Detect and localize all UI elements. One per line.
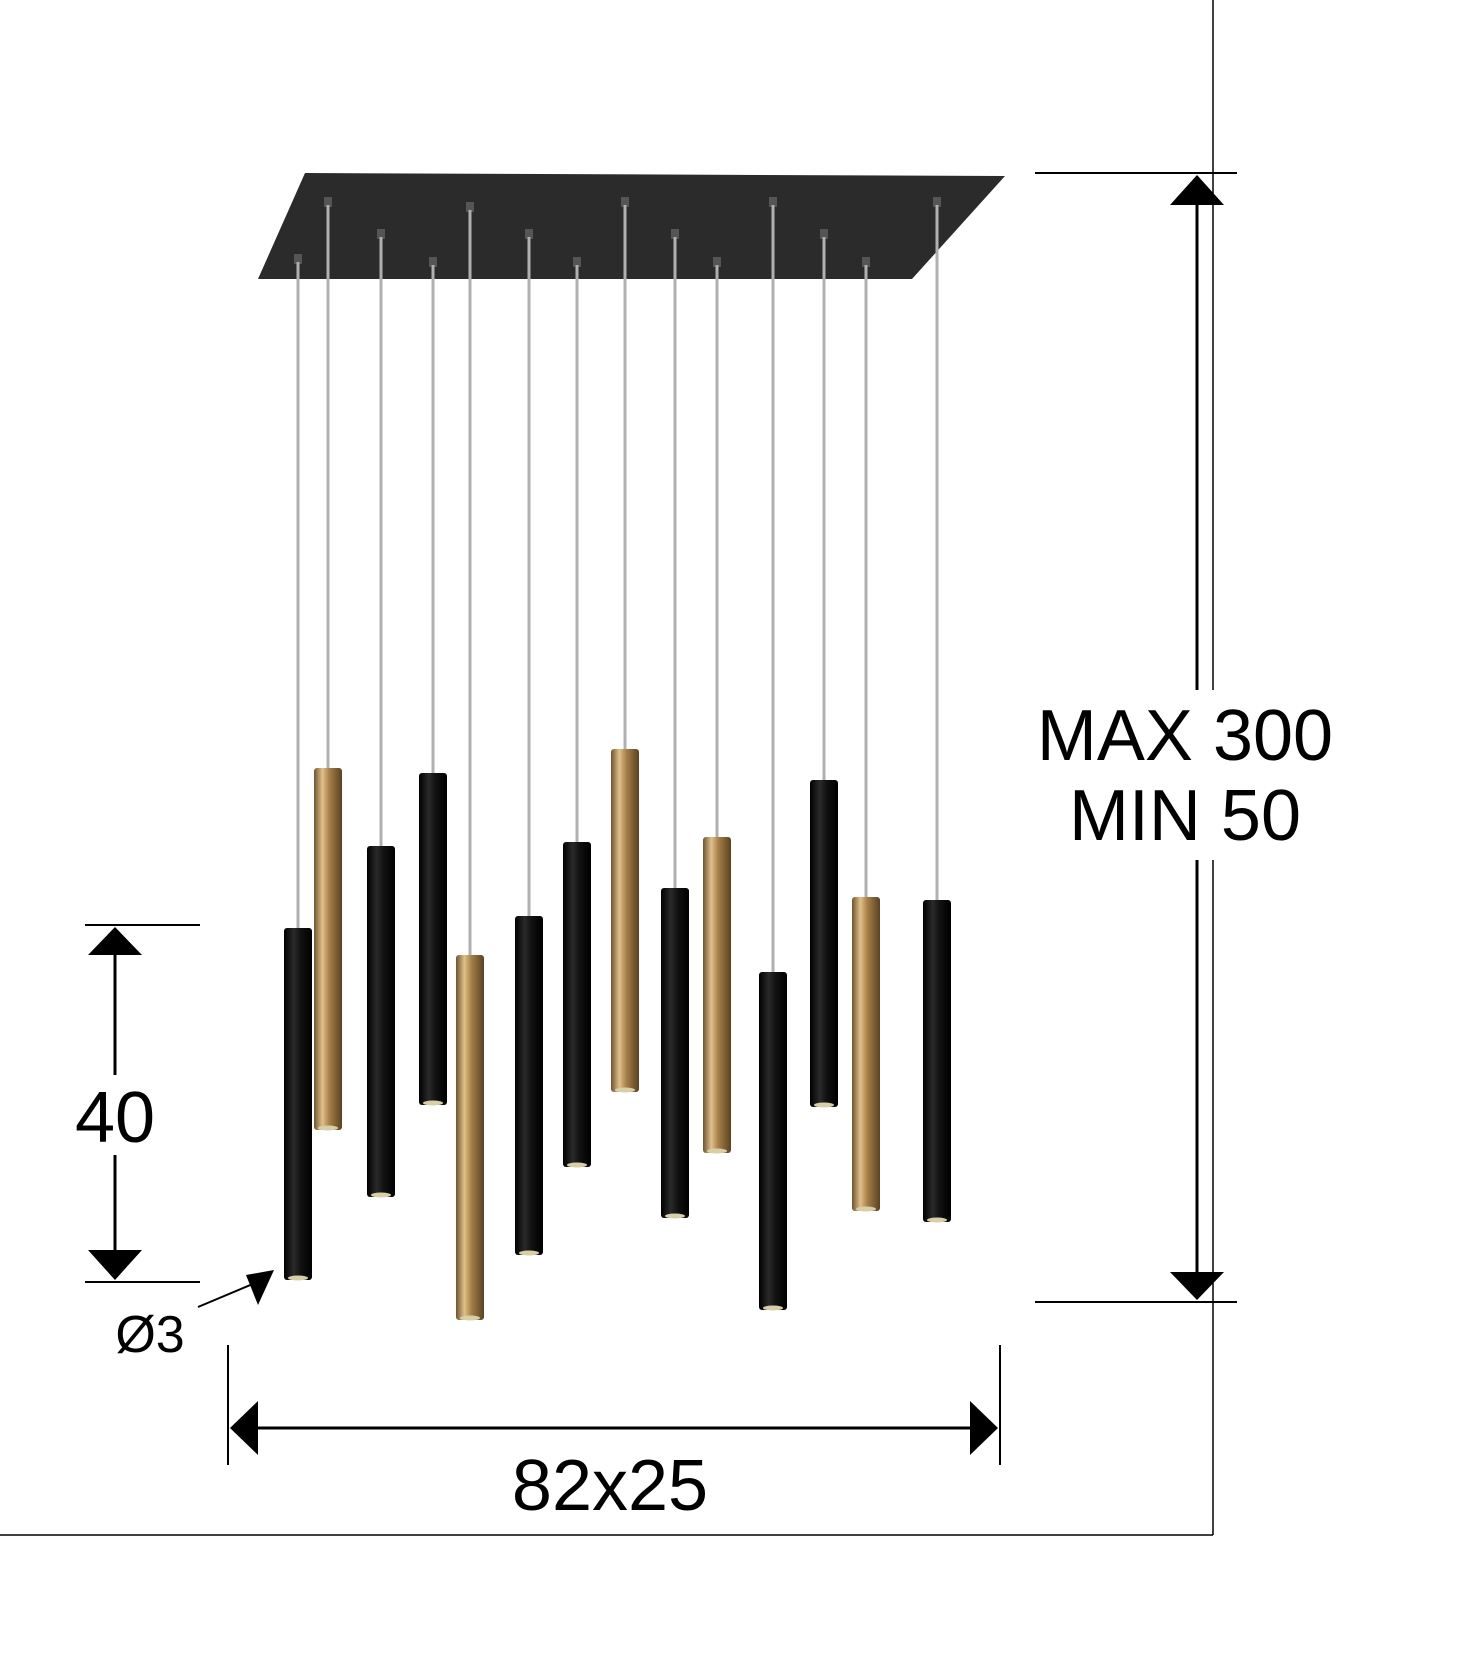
tube-black bbox=[810, 780, 838, 1107]
pendant-gold bbox=[314, 197, 342, 1131]
led-lens bbox=[423, 1100, 443, 1106]
led-lens bbox=[763, 1305, 783, 1311]
height-dimension: MAX 300 MIN 50 bbox=[1020, 172, 1350, 1303]
cable-grip bbox=[324, 197, 332, 207]
led-lens bbox=[371, 1192, 391, 1198]
pendant-black bbox=[515, 229, 543, 1256]
pendant-black bbox=[923, 197, 951, 1223]
canopy-plate bbox=[258, 173, 1005, 279]
canopy-size-label: 82x25 bbox=[512, 1446, 708, 1526]
arrow-up-icon bbox=[88, 927, 142, 955]
cable-grip bbox=[671, 229, 679, 239]
pendant-black bbox=[419, 257, 447, 1106]
tube-gold bbox=[456, 955, 484, 1320]
pendant-gold bbox=[852, 257, 880, 1212]
tube-gold bbox=[852, 897, 880, 1211]
tube-gold bbox=[314, 768, 342, 1130]
pendant-black bbox=[367, 229, 395, 1198]
pendant-gold bbox=[456, 202, 484, 1321]
tube-black bbox=[515, 916, 543, 1255]
cable-grip bbox=[820, 229, 828, 239]
pendant-black bbox=[759, 197, 787, 1311]
tube-diameter-label: Ø3 bbox=[115, 1306, 184, 1364]
led-lens bbox=[318, 1125, 338, 1131]
led-lens bbox=[665, 1213, 685, 1219]
led-lens bbox=[615, 1087, 635, 1093]
cable-grip bbox=[573, 257, 581, 267]
led-lens bbox=[814, 1102, 834, 1108]
pendant-black bbox=[284, 254, 312, 1281]
tube-black bbox=[759, 972, 787, 1310]
tube-black bbox=[284, 928, 312, 1280]
cable-grip bbox=[862, 257, 870, 267]
cable-grip bbox=[294, 254, 302, 264]
cable-grip bbox=[466, 202, 474, 212]
pendant-gold bbox=[703, 257, 731, 1154]
tube-gold bbox=[611, 749, 639, 1092]
arrow-down-icon bbox=[88, 1250, 142, 1280]
tube-length-dimension: 40 bbox=[60, 924, 200, 1283]
cable-grip bbox=[525, 229, 533, 239]
tube-gold bbox=[703, 837, 731, 1153]
height-max-label: MAX 300 bbox=[1037, 696, 1333, 776]
led-lens bbox=[288, 1275, 308, 1281]
led-lens bbox=[927, 1217, 947, 1223]
pendant-black bbox=[661, 229, 689, 1219]
arrow-icon bbox=[246, 1270, 274, 1305]
cable-grip bbox=[621, 197, 629, 207]
cable-grip bbox=[933, 197, 941, 207]
diameter-dimension: Ø3 bbox=[115, 1270, 274, 1364]
cable-grip bbox=[429, 257, 437, 267]
height-min-label: MIN 50 bbox=[1069, 776, 1301, 856]
led-lens bbox=[519, 1250, 539, 1256]
led-lens bbox=[460, 1315, 480, 1321]
pendant-gold bbox=[611, 197, 639, 1093]
tube-black bbox=[563, 842, 591, 1167]
led-lens bbox=[707, 1148, 727, 1154]
arrow-right-icon bbox=[970, 1401, 998, 1455]
led-lens bbox=[856, 1206, 876, 1212]
tube-length-label: 40 bbox=[75, 1078, 155, 1158]
tube-black bbox=[661, 888, 689, 1218]
arrow-down-icon bbox=[1170, 1272, 1224, 1300]
arrow-up-icon bbox=[1170, 175, 1224, 205]
tube-black bbox=[419, 773, 447, 1105]
pendant-black bbox=[563, 257, 591, 1168]
led-lens bbox=[567, 1162, 587, 1168]
cable-grip bbox=[713, 257, 721, 267]
arrow-left-icon bbox=[230, 1401, 258, 1455]
pendant-black bbox=[810, 229, 838, 1108]
cable-grip bbox=[769, 197, 777, 207]
pendants-group bbox=[284, 197, 951, 1321]
width-dimension: 82x25 bbox=[227, 1345, 1001, 1526]
tube-black bbox=[923, 900, 951, 1222]
cable-grip bbox=[377, 229, 385, 239]
tube-black bbox=[367, 846, 395, 1197]
